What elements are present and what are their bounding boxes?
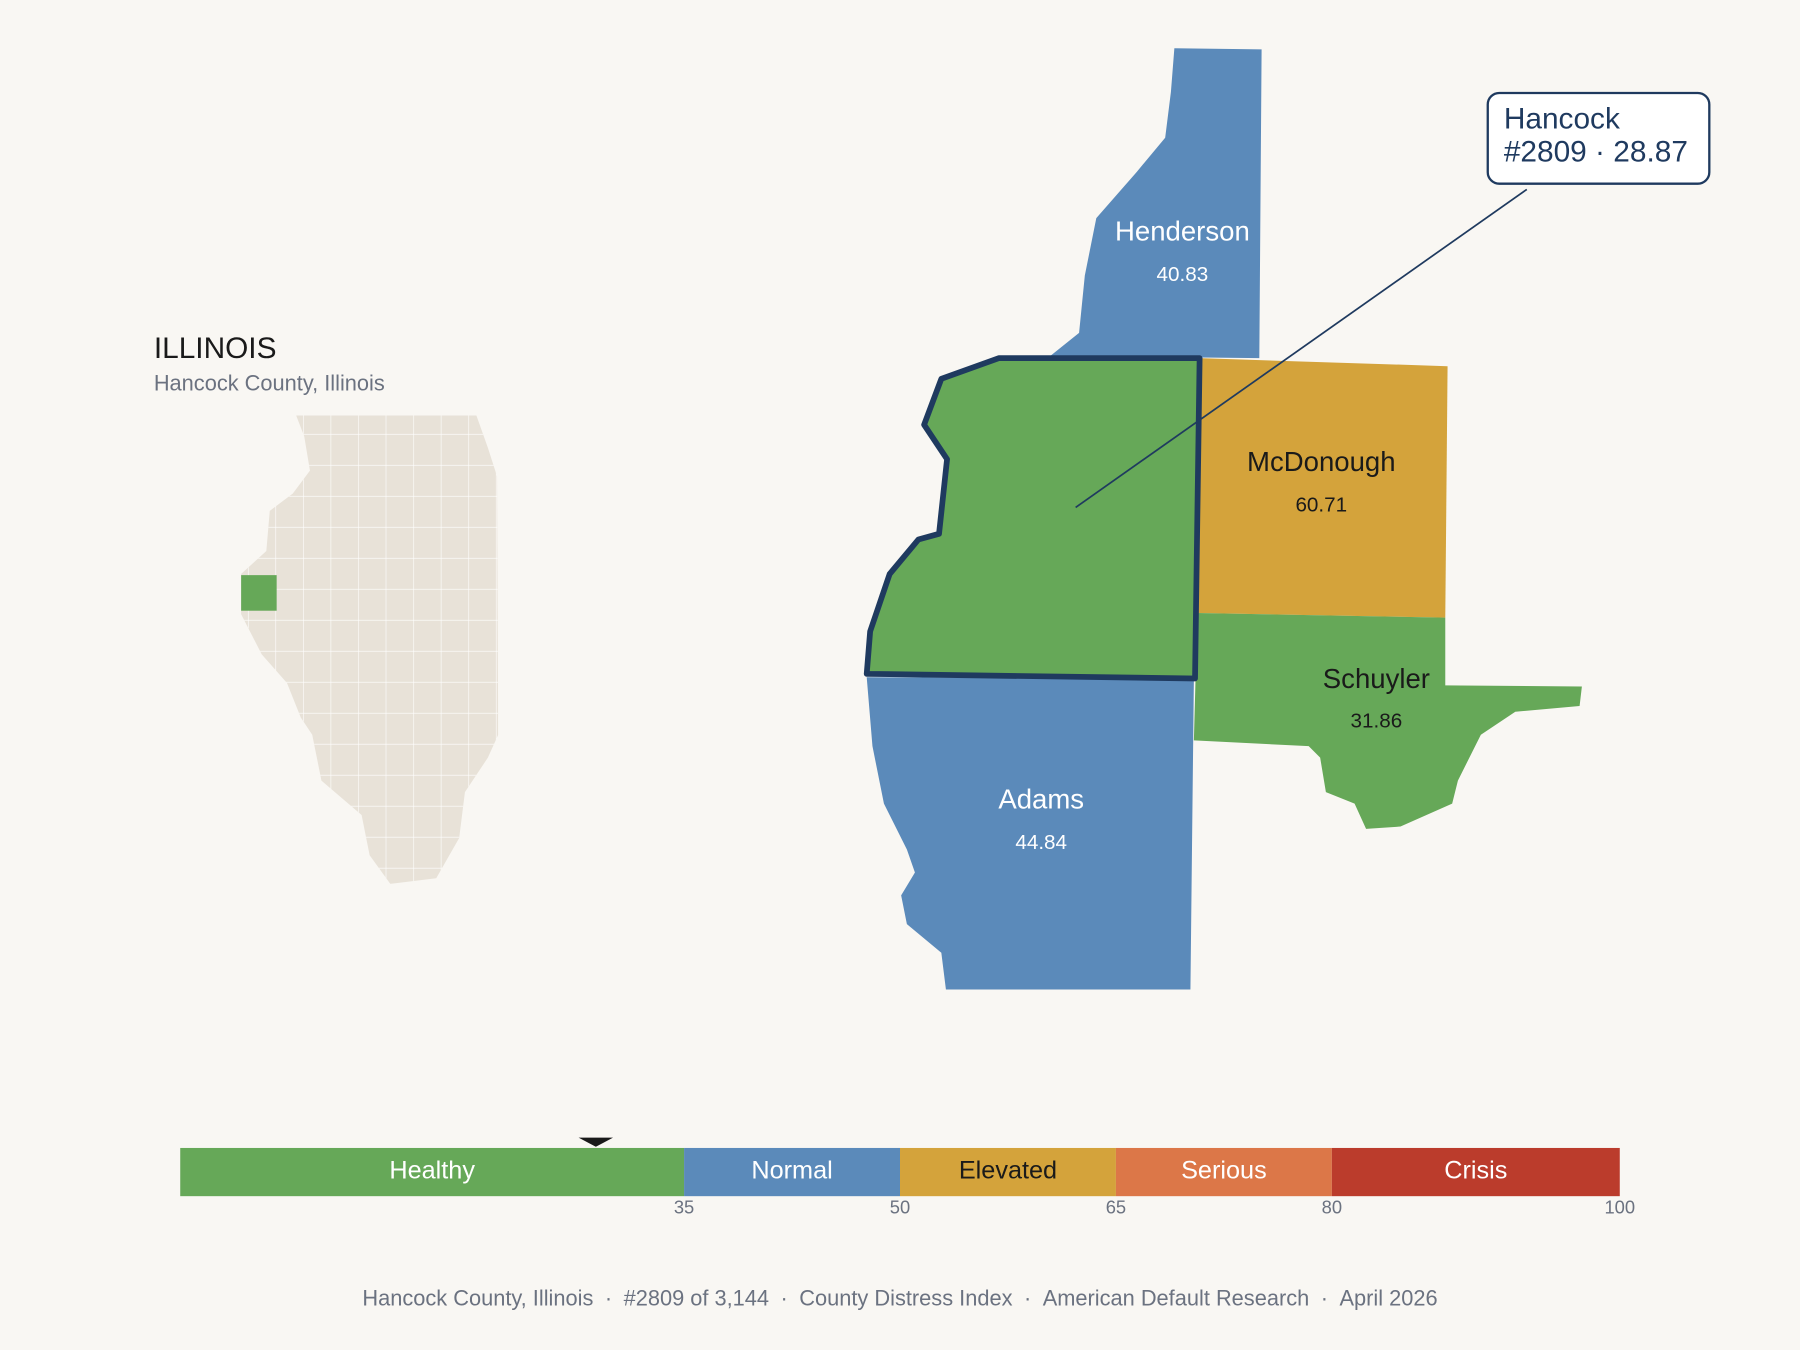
inset-highlight — [241, 575, 277, 611]
footer-part: Hancock County, Illinois — [362, 1285, 593, 1310]
scale-band — [684, 1147, 900, 1197]
footer-part: County Distress Index — [799, 1285, 1012, 1310]
band-label: Crisis — [1444, 1157, 1507, 1185]
scale-band — [1115, 1147, 1332, 1197]
band-label: Healthy — [389, 1157, 475, 1185]
county-value: 44.84 — [1015, 831, 1067, 854]
tick-label: 35 — [674, 1197, 694, 1218]
county-name: Adams — [998, 784, 1084, 815]
value-marker — [578, 1137, 614, 1147]
footer-separator: · — [781, 1285, 788, 1310]
callout-leader — [1075, 188, 1528, 509]
callout-title: Hancock — [1504, 102, 1620, 135]
county-name: Schuyler — [1323, 663, 1430, 694]
footer-part: #2809 of 3,144 — [624, 1285, 769, 1310]
county-hancock — [863, 355, 1203, 682]
band-label: Elevated — [959, 1157, 1057, 1185]
footer-part: April 2026 — [1339, 1285, 1437, 1310]
tick-label: 80 — [1322, 1197, 1342, 1218]
inset-subtitle: Hancock County, Illinois — [154, 370, 385, 395]
footer-part: American Default Research — [1043, 1285, 1310, 1310]
county-adams — [866, 677, 1194, 990]
band-label: Serious — [1181, 1157, 1267, 1185]
footer-separator: · — [1321, 1285, 1328, 1310]
county-value: 40.83 — [1157, 263, 1209, 286]
inset-title: ILLINOIS — [154, 332, 277, 365]
tick-label: 50 — [890, 1197, 910, 1218]
county-schuyler — [1193, 613, 1582, 829]
county-henderson — [1050, 48, 1262, 359]
county-mcdonough — [1197, 358, 1448, 618]
footer-separator: · — [605, 1285, 612, 1310]
footer-separator: · — [1024, 1285, 1031, 1310]
county-value: 60.71 — [1295, 494, 1347, 517]
county-name: McDonough — [1247, 446, 1396, 477]
callout-label: #2809 · 28.87 — [1504, 136, 1688, 169]
illinois-outline — [241, 415, 499, 884]
tick-label: 100 — [1604, 1197, 1635, 1218]
footer: Hancock County, Illinois · #2809 of 3,144 ·… — [362, 1285, 1437, 1310]
county-value: 31.86 — [1351, 710, 1403, 733]
band-label: Normal — [751, 1157, 832, 1185]
scale-band — [1331, 1147, 1620, 1197]
callout-box — [1486, 91, 1711, 185]
tick-label: 65 — [1106, 1197, 1126, 1218]
scale-band — [900, 1147, 1116, 1197]
county-name: Henderson — [1115, 215, 1250, 246]
scale-band — [180, 1147, 685, 1197]
